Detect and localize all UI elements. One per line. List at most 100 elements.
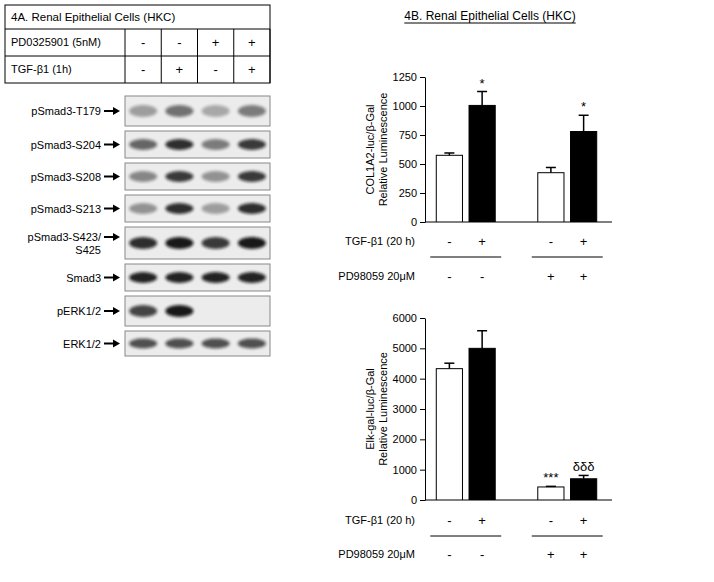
error-cap bbox=[579, 475, 589, 477]
y-tick-mark bbox=[420, 193, 425, 194]
y-tick-mark bbox=[420, 439, 425, 440]
y-axis: 0 250 500 750 1000 1250 bbox=[393, 71, 426, 228]
condition-label: TGF-β1 (20 h) bbox=[345, 235, 415, 247]
band bbox=[165, 237, 193, 249]
blot-frame bbox=[125, 96, 270, 126]
bar bbox=[538, 173, 564, 222]
y-tick-label: 250 bbox=[399, 187, 417, 199]
significance-mark: * bbox=[581, 99, 586, 114]
y-tick: 5000 bbox=[393, 342, 425, 354]
band bbox=[129, 139, 157, 150]
condition-sign: + bbox=[580, 234, 588, 249]
condition-label: PD98059 20μM bbox=[338, 548, 415, 560]
y-tick-mark bbox=[420, 470, 425, 471]
bar bbox=[469, 348, 495, 500]
significance-mark: δδδ bbox=[573, 459, 595, 474]
treatment-label: PD0325901 (5nM) bbox=[11, 36, 101, 48]
error-cap bbox=[444, 152, 454, 154]
y-axis-title: COL1A2-luc/β-Gal bbox=[364, 104, 376, 194]
y-axis: 0100020003000400050006000 bbox=[393, 312, 426, 506]
arrow bbox=[104, 343, 114, 345]
y-axis-line bbox=[425, 319, 426, 501]
y-tick-label: 0 bbox=[411, 216, 417, 228]
bar bbox=[469, 105, 495, 222]
condition-sign: + bbox=[580, 547, 588, 562]
arrow-head bbox=[113, 107, 120, 115]
arrow bbox=[104, 236, 114, 238]
table-rule bbox=[270, 56, 271, 83]
treatment-sign: - bbox=[177, 35, 181, 50]
condition-sign: + bbox=[478, 513, 486, 528]
y-tick-mark bbox=[420, 348, 425, 349]
group-separator bbox=[430, 257, 501, 258]
treatment-label: TGF-β1 (1h) bbox=[11, 63, 72, 75]
y-tick-label: 0 bbox=[411, 494, 417, 506]
bar bbox=[571, 479, 597, 500]
band bbox=[238, 237, 266, 249]
band bbox=[238, 171, 266, 182]
y-tick-mark bbox=[420, 409, 425, 410]
arrow bbox=[104, 144, 114, 146]
band bbox=[202, 237, 230, 249]
bar bbox=[436, 369, 462, 500]
treatment-sign: - bbox=[141, 62, 145, 77]
y-tick-label: 3000 bbox=[393, 403, 417, 415]
table-rule bbox=[270, 29, 271, 56]
y-tick-label: 500 bbox=[399, 158, 417, 170]
band bbox=[165, 139, 193, 150]
y-tick: 500 bbox=[399, 158, 425, 170]
y-tick-label: 5000 bbox=[393, 342, 417, 354]
significance-mark: *** bbox=[543, 470, 558, 485]
condition-sign: - bbox=[549, 513, 553, 528]
error-bar bbox=[449, 363, 451, 368]
error-bar bbox=[481, 92, 483, 106]
band bbox=[129, 272, 157, 283]
band bbox=[202, 272, 230, 283]
blot-label: Smad3 bbox=[66, 272, 101, 284]
condition-sign: - bbox=[549, 234, 553, 249]
band bbox=[202, 139, 230, 150]
error-cap bbox=[477, 330, 487, 332]
band bbox=[165, 272, 193, 283]
condition-sign: - bbox=[447, 234, 451, 249]
y-tick: 1000 bbox=[393, 100, 425, 112]
blot-label: pSmad3-S204 bbox=[31, 139, 101, 151]
y-tick: 3000 bbox=[393, 403, 425, 415]
blot: ERK1/2 bbox=[63, 331, 270, 356]
blot-frame bbox=[125, 163, 270, 190]
condition-sign: - bbox=[447, 513, 451, 528]
y-tick: 1250 bbox=[393, 71, 425, 83]
title-underline bbox=[404, 23, 575, 24]
y-tick-label: 750 bbox=[399, 129, 417, 141]
y-tick-mark bbox=[420, 222, 425, 223]
band bbox=[202, 171, 230, 182]
y-tick-label: 1000 bbox=[393, 100, 417, 112]
condition-sign: + bbox=[580, 269, 588, 284]
arrow bbox=[104, 176, 114, 178]
plot-marks bbox=[436, 331, 596, 500]
blot: Smad3 bbox=[66, 264, 270, 291]
y-tick: 0 bbox=[411, 216, 425, 228]
arrow-head bbox=[113, 274, 120, 282]
blot-label: pERK1/2 bbox=[57, 305, 101, 317]
arrow bbox=[104, 277, 114, 279]
y-tick: 6000 bbox=[393, 312, 425, 324]
panel-title: 4A. Renal Epithelial Cells (HKC) bbox=[11, 11, 175, 23]
arrow bbox=[104, 208, 114, 210]
blot-panel: 4A. Renal Epithelial Cells (HKC) PD032590… bbox=[5, 5, 270, 356]
error-bar bbox=[583, 115, 585, 131]
arrow-head bbox=[113, 173, 120, 181]
condition-sign: - bbox=[447, 269, 451, 284]
blot-frame bbox=[125, 195, 270, 222]
band bbox=[129, 171, 157, 182]
blot-label: S425 bbox=[75, 244, 101, 256]
treatment-sign: + bbox=[212, 35, 220, 50]
blot-frame bbox=[125, 227, 270, 259]
arrow-head bbox=[113, 307, 120, 315]
condition-label: PD98059 20μM bbox=[338, 270, 415, 282]
error-cap bbox=[477, 91, 487, 93]
blot: pSmad3-S423/S425 bbox=[28, 227, 270, 259]
y-tick-mark bbox=[420, 500, 425, 501]
table-rule bbox=[233, 29, 234, 56]
band bbox=[165, 305, 193, 317]
